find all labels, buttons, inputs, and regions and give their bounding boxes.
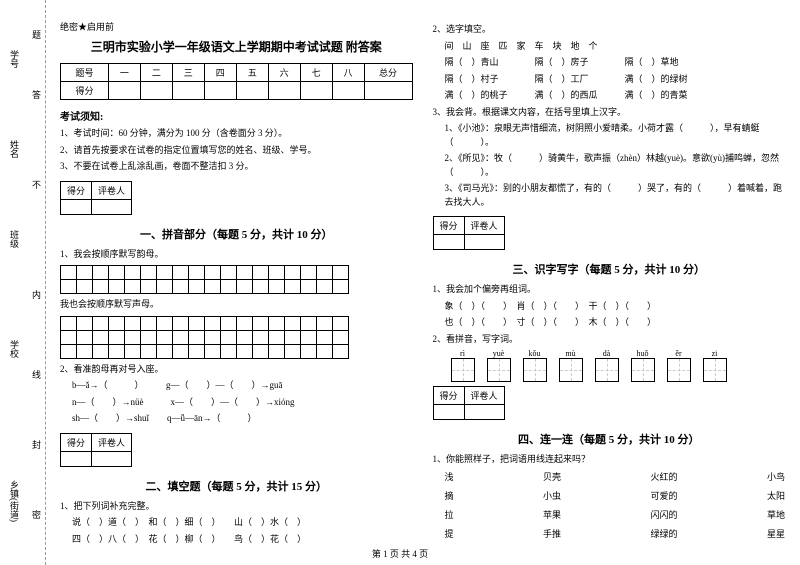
grid-yunmu bbox=[60, 265, 349, 294]
s2-line-2: 四（ ）八（ ） 花（ ）柳（ ） 鸟（ ）花（ ） bbox=[60, 533, 413, 547]
side-bu: 不 bbox=[30, 180, 43, 189]
section-3-title: 三、识字写字（每题 5 分，共计 10 分） bbox=[433, 261, 786, 277]
section-4-title: 四、连一连（每题 5 分，共计 10 分） bbox=[433, 431, 786, 447]
s1-q3: 2、看准韵母再对号入座。 bbox=[60, 363, 413, 377]
s3-line-2: 也（ ）（ ） 寸（ ）（ ） 木（ ）（ ） bbox=[433, 316, 786, 330]
section-4-scorebox: 得分评卷人 bbox=[433, 386, 505, 420]
rule-1: 1、考试时间：60 分钟，满分为 100 分（含卷面分 3 分）。 bbox=[60, 127, 413, 141]
s1-line-3: sh—（ ）→shuǐ q—ǖ—ān→（ ） bbox=[60, 412, 413, 426]
scorebox-pingjuan: 评卷人 bbox=[464, 217, 504, 235]
s2-q3: 3、我会背。根据课文内容，在括号里填上汉字。 bbox=[433, 106, 786, 120]
score-summary-table: 题号一二三四五六七八总分 得分 bbox=[60, 63, 413, 100]
s2-q2: 2、选字填空。 bbox=[433, 23, 786, 37]
s3-q1: 1、我会加个偏旁再组词。 bbox=[433, 283, 786, 297]
page-content: 绝密★启用前 三明市实验小学一年级语文上学期期中考试试题 附答案 题号一二三四五… bbox=[0, 0, 800, 554]
pinyin-boxes: rìyuèkǒumùdàhuǒěrzi bbox=[433, 349, 786, 382]
section-2-scorebox: 得分评卷人 bbox=[60, 433, 132, 467]
s2-fill-3: 满（ ）的桃子 满（ ）的西瓜 满（ ）的青菜 bbox=[433, 89, 786, 103]
scorebox-pingjuan: 评卷人 bbox=[92, 433, 132, 451]
s3-q2: 2、看拼音，写字词。 bbox=[433, 333, 786, 347]
s2-text-3: 3、《司马光》：别的小朋友都慌了，有的（ ）哭了，有的（ ）着喊着，跑去找大人。 bbox=[433, 182, 786, 209]
scorebox-defen: 得分 bbox=[61, 181, 92, 199]
scorebox-pingjuan: 评卷人 bbox=[92, 181, 132, 199]
side-nei: 内 bbox=[30, 290, 43, 299]
s2-q1: 1、把下列词补充完整。 bbox=[60, 500, 413, 514]
section-3-scorebox: 得分评卷人 bbox=[433, 216, 505, 250]
side-feng: 封 bbox=[30, 440, 43, 449]
s1-q2: 我也会按顺序默写声母。 bbox=[60, 298, 413, 312]
grid-shengmu bbox=[60, 316, 349, 359]
section-1-title: 一、拼音部分（每题 5 分，共计 10 分） bbox=[60, 226, 413, 242]
page-footer: 第 1 页 共 4 页 bbox=[0, 547, 800, 560]
s4-q1: 1、你能照样子，把词语用线连起来吗？ bbox=[433, 453, 786, 467]
s2-words: 间 山 座 匹 家 车 块 地 个 bbox=[433, 40, 786, 54]
s3-line-1: 象（ ）（ ） 肖（ ）（ ） 干（ ）（ ） bbox=[433, 300, 786, 314]
side-mi: 密 bbox=[30, 510, 43, 519]
side-xingming: 姓名 bbox=[8, 140, 21, 158]
side-xian: 线 bbox=[30, 370, 43, 379]
side-xuehao: 学号 bbox=[8, 50, 21, 68]
side-da: 答 bbox=[30, 90, 43, 99]
exam-rules-header: 考试须知: bbox=[60, 108, 413, 123]
rule-2: 2、请首先按要求在试卷的指定位置填写您的姓名、班级、学号。 bbox=[60, 144, 413, 158]
classified-label: 绝密★启用前 bbox=[60, 20, 413, 33]
scorebox-defen: 得分 bbox=[433, 217, 464, 235]
s2-fill-1: 隔（ ）青山 隔（ ）房子 隔（ ）草地 bbox=[433, 56, 786, 70]
s1-line-1: b—ǎ→（ ） g—（ ）—（ ）→guā bbox=[60, 379, 413, 393]
left-column: 绝密★启用前 三明市实验小学一年级语文上学期期中考试试题 附答案 题号一二三四五… bbox=[60, 20, 413, 549]
section-2-title: 二、填空题（每题 5 分，共计 15 分） bbox=[60, 478, 413, 494]
s2-line-1: 说（ ）道（ ） 和（ ）细（ ） 山（ ）水（ ） bbox=[60, 516, 413, 530]
s2-text-1: 1、《小池》：泉眼无声惜细流，树阴照小爱晴柔。小荷才露（ ），早有蜻蜓（ ）。 bbox=[433, 122, 786, 149]
matching-grid: 浅摘拉提贝壳小虫苹果手推火红的可爱的闪闪的绿绿的小鸟太阳草地星星 bbox=[433, 470, 786, 540]
side-ti: 题 bbox=[30, 30, 43, 39]
binding-margin: 题 学号 答 姓名 不 班级 内 学校 线 封 乡镇(街道) 密 bbox=[0, 0, 55, 565]
fold-line bbox=[45, 0, 46, 565]
s2-text-2: 2、《所见》：牧（ ）骑黄牛，歌声振（zhèn）林越(yuè)。意欲(yù)捕鸣… bbox=[433, 152, 786, 179]
s1-q1: 1、我会按顺序默写韵母。 bbox=[60, 248, 413, 262]
rule-3: 3、不要在试卷上乱涂乱画，卷面不整洁扣 3 分。 bbox=[60, 160, 413, 174]
section-1-scorebox: 得分评卷人 bbox=[60, 181, 132, 215]
s2-fill-2: 隔（ ）村子 隔（ ）工厂 满（ ）的绿树 bbox=[433, 73, 786, 87]
right-column: 2、选字填空。 间 山 座 匹 家 车 块 地 个 隔（ ）青山 隔（ ）房子 … bbox=[433, 20, 786, 549]
scorebox-defen: 得分 bbox=[61, 433, 92, 451]
scorebox-pingjuan: 评卷人 bbox=[464, 387, 504, 405]
exam-title: 三明市实验小学一年级语文上学期期中考试试题 附答案 bbox=[60, 38, 413, 55]
side-xiangzhen: 乡镇(街道) bbox=[8, 480, 21, 522]
s1-line-2: n—（ ）→nüè x—（ ）—（ ）→xióng bbox=[60, 396, 413, 410]
side-banji: 班级 bbox=[8, 230, 21, 248]
scorebox-defen: 得分 bbox=[433, 387, 464, 405]
side-xuexiao: 学校 bbox=[8, 340, 21, 358]
